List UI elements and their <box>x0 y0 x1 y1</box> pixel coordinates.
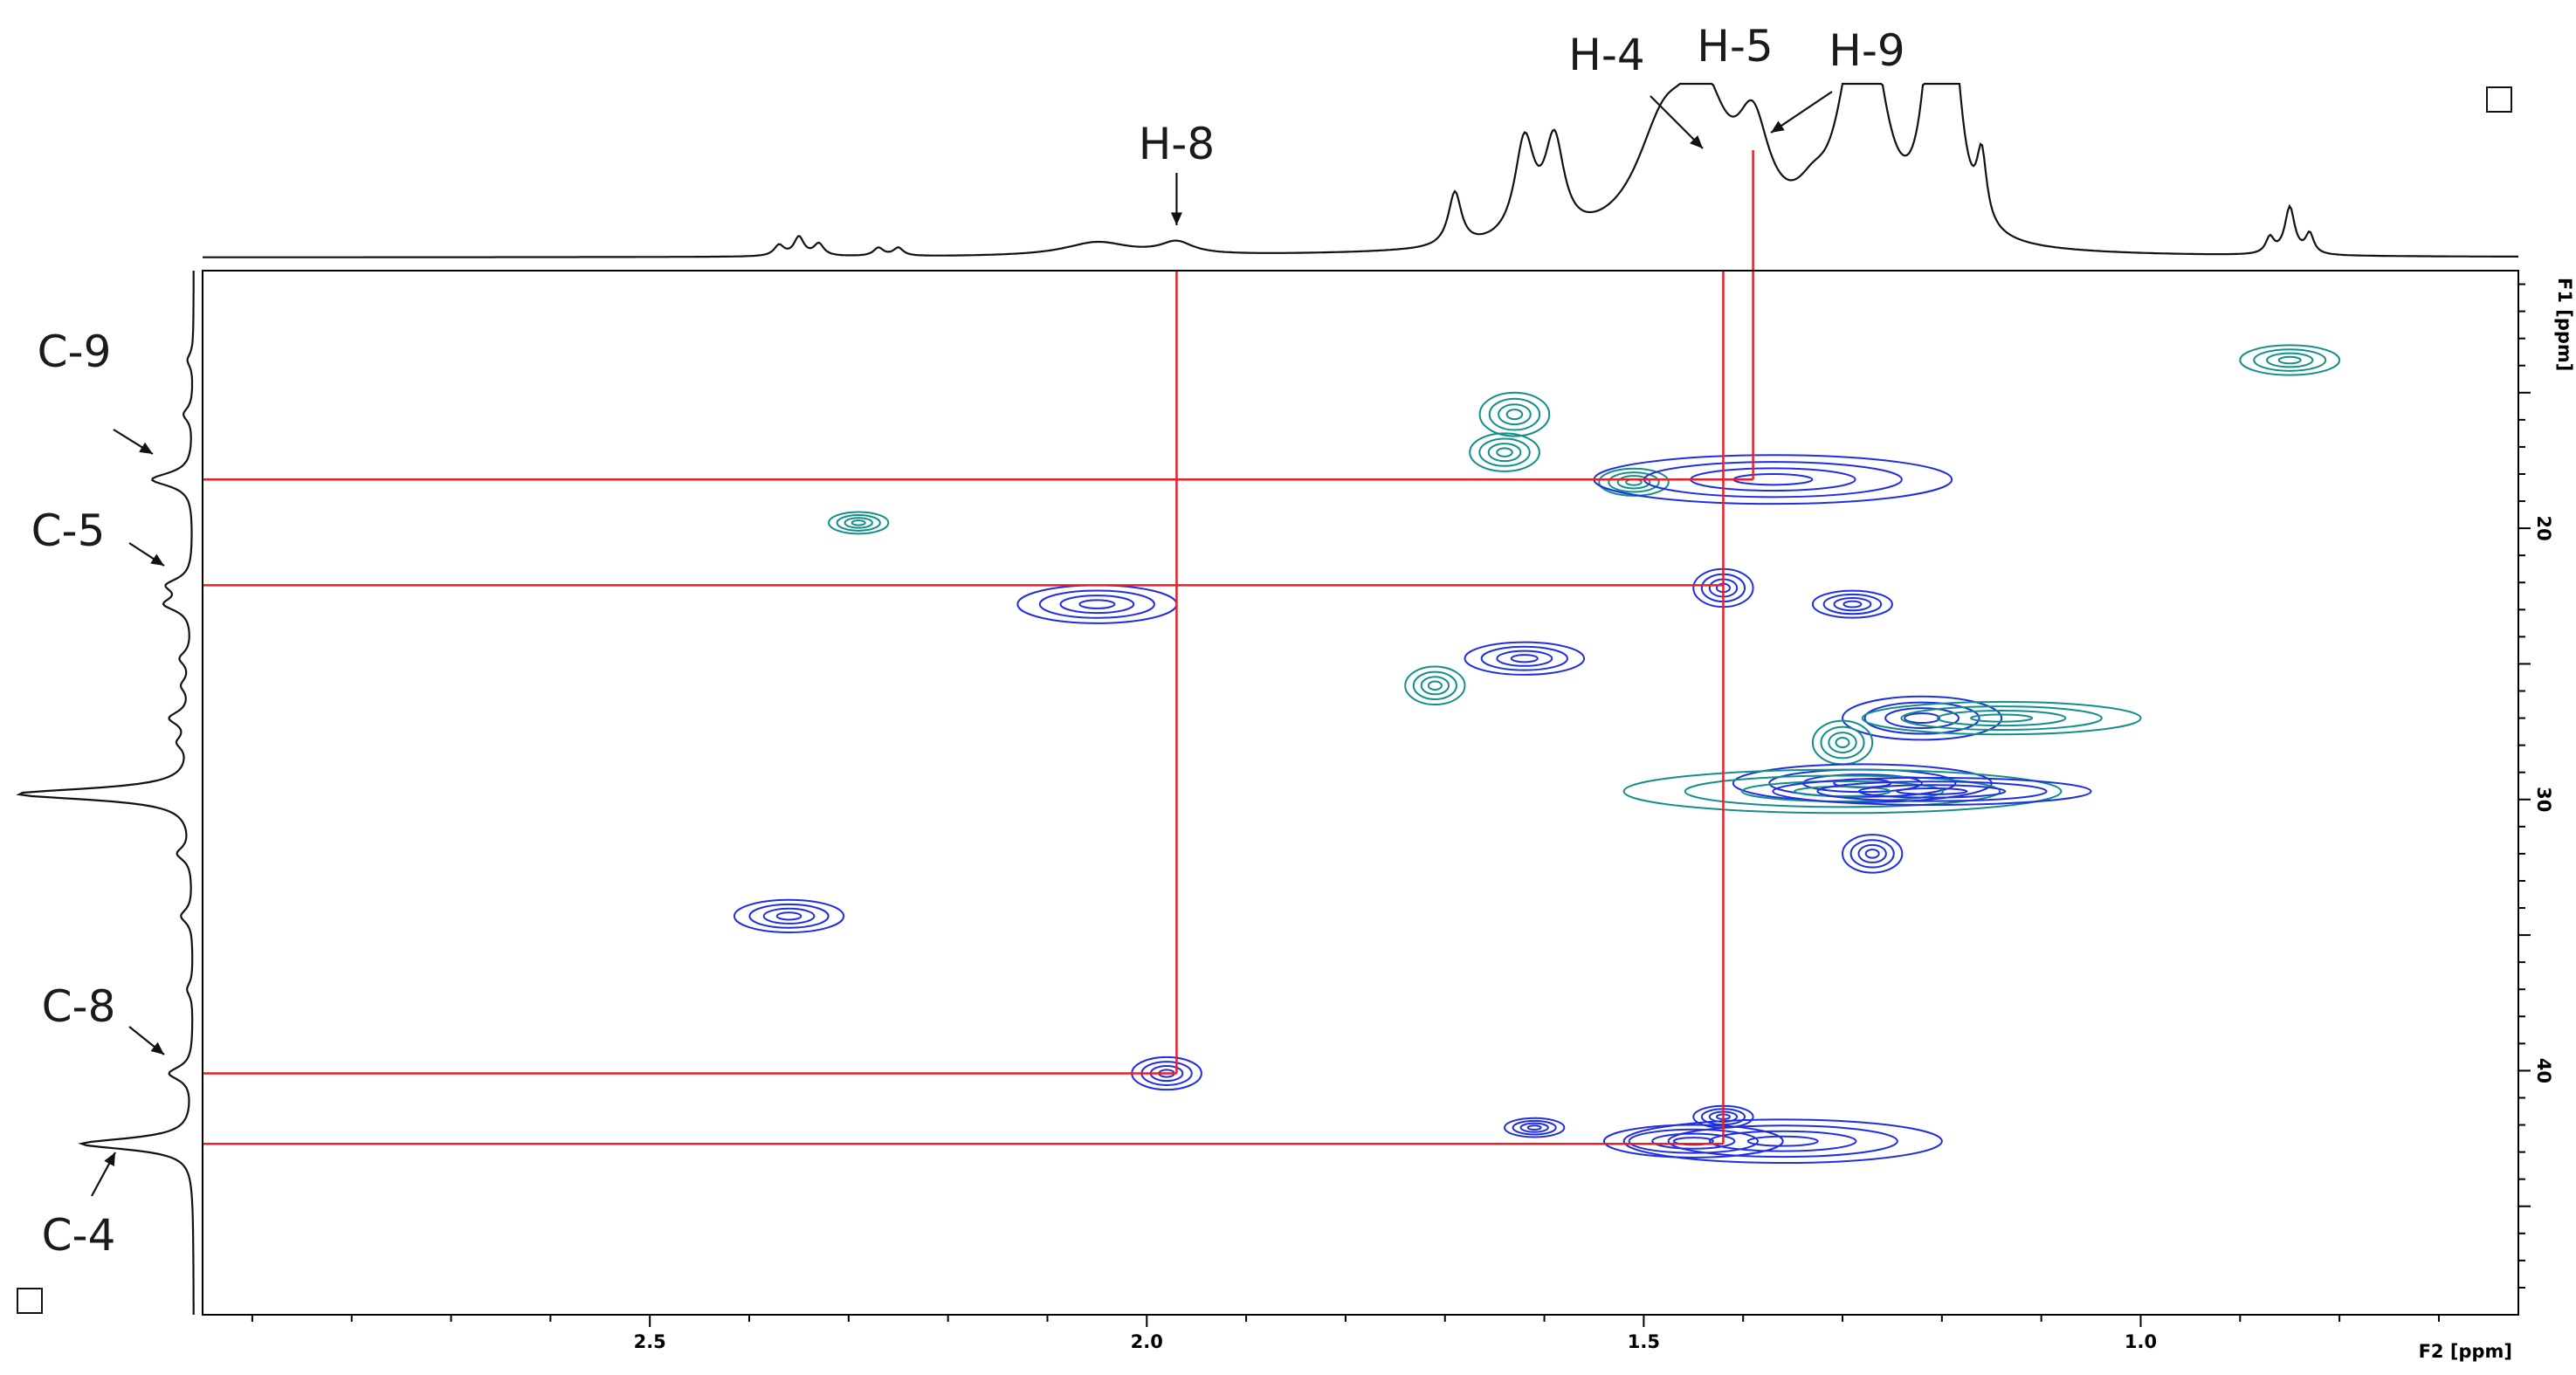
cross-peak-8 <box>1016 584 1178 624</box>
cross-peak-6 <box>828 511 890 535</box>
plot-frame <box>202 270 2519 1316</box>
arrow-c8 <box>128 1026 165 1055</box>
cross-peak-22 <box>1504 1117 1566 1138</box>
x-tick-label: 1.5 <box>1628 1331 1660 1352</box>
cross-peak-23 <box>1622 1118 1943 1165</box>
y-tick-label: 20 <box>2533 515 2554 540</box>
corner-checkbox-top-right[interactable] <box>2486 86 2512 113</box>
x-tick-label: 1.0 <box>2125 1331 2157 1352</box>
cross-peak-2 <box>1478 391 1551 437</box>
label-h4: H-4 <box>1568 30 1644 80</box>
label-h8: H-8 <box>1139 119 1215 169</box>
x-axis-title: F2 [ppm] <box>2419 1341 2512 1362</box>
red-guide-lines <box>203 150 1754 1145</box>
arrow-c9 <box>113 429 154 455</box>
arrow-h9 <box>1770 91 1833 134</box>
x-axis-ticks: 2.5 2.0 1.5 1.0 <box>251 1315 2440 1352</box>
cross-peak-18 <box>1842 834 1904 874</box>
cross-peak-12 <box>1842 695 2003 741</box>
cross-peak-10 <box>1464 641 1586 676</box>
y-axis-title: F1 [ppm] <box>2554 278 2575 371</box>
cross-peak-17 <box>1772 776 2092 806</box>
y-tick-label: 40 <box>2533 1058 2554 1083</box>
cross-peak-11 <box>1404 665 1466 706</box>
cross-peak-13 <box>1861 700 2142 736</box>
f1-projection-spectrum <box>16 271 195 1315</box>
label-h9: H-9 <box>1829 25 1904 76</box>
label-c8: C-8 <box>42 981 116 1032</box>
label-c9: C-9 <box>38 327 112 377</box>
corner-checkbox-bottom-left[interactable] <box>17 1288 43 1314</box>
y-axis-ticks: 20 30 40 <box>2518 283 2554 1289</box>
cross-peak-16 <box>1622 768 2063 815</box>
y-tick-label: 30 <box>2533 787 2554 812</box>
cross-peaks <box>733 344 2341 1165</box>
cross-peak-24 <box>1602 1124 1784 1158</box>
x-tick-label: 2.0 <box>1131 1331 1163 1352</box>
cross-peak-4 <box>1598 467 1670 497</box>
peak-assignments: H-8 H-4 H-5 H-9 C-9 C-5 C-8 C-4 <box>31 21 1905 1261</box>
cross-peak-9 <box>1811 589 1893 619</box>
x-tick-label: 2.5 <box>634 1331 666 1352</box>
cross-peak-3 <box>1469 432 1540 472</box>
arrow-h8 <box>1170 173 1182 225</box>
cross-peak-14 <box>1811 719 1874 766</box>
arrow-h4 <box>1650 95 1704 149</box>
arrow-c5 <box>128 542 165 567</box>
cross-peak-19 <box>733 898 845 933</box>
label-c4: C-4 <box>42 1210 116 1261</box>
cross-peak-1 <box>2239 344 2341 376</box>
arrow-c4 <box>91 1152 116 1197</box>
label-c5: C-5 <box>31 505 106 556</box>
label-h5: H-5 <box>1697 21 1773 72</box>
f2-projection-spectrum <box>203 82 2518 258</box>
